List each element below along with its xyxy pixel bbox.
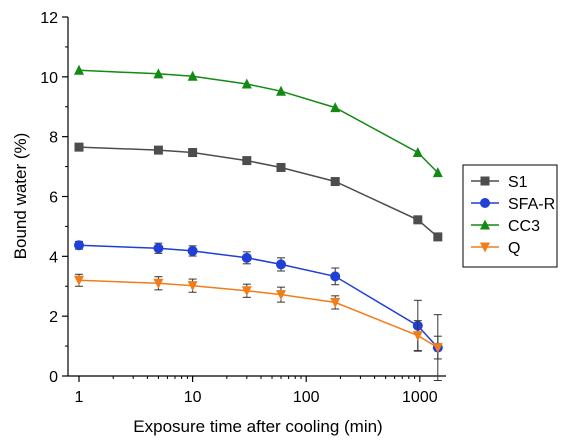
data-point — [153, 243, 164, 254]
x-axis: 1 10 100 1000 — [75, 376, 438, 406]
series-layer — [74, 64, 443, 381]
y-tick-label: 8 — [49, 130, 58, 147]
plot-area — [67, 17, 446, 377]
data-point — [241, 286, 252, 297]
data-point — [74, 275, 85, 286]
legend-label: S1 — [508, 174, 528, 191]
data-point — [433, 232, 443, 242]
series-q — [74, 273, 443, 360]
data-point — [276, 162, 286, 172]
data-point — [330, 177, 340, 187]
y-axis-title: Bound water (%) — [11, 133, 30, 260]
data-point — [242, 156, 252, 166]
data-point — [330, 102, 341, 113]
data-point — [74, 64, 85, 75]
legend-label: SFA-R — [508, 196, 555, 213]
data-point — [153, 278, 164, 289]
x-tick-label: 1 — [75, 389, 84, 406]
y-tick-label: 2 — [49, 309, 58, 326]
y-tick-label: 6 — [49, 190, 58, 207]
legend: S1 SFA-R CC3 Q — [462, 164, 558, 268]
data-point — [187, 70, 198, 81]
data-point — [432, 343, 443, 354]
series-line — [78, 279, 439, 349]
series-sfa-r — [74, 240, 443, 381]
legend-label: Q — [508, 240, 520, 257]
data-point — [412, 331, 423, 342]
legend-box — [462, 164, 558, 268]
series-line — [78, 69, 439, 174]
data-point — [153, 145, 163, 155]
legend-marker — [480, 242, 490, 253]
legend-marker — [480, 219, 490, 230]
data-point — [413, 215, 423, 225]
data-point — [330, 297, 341, 308]
data-point — [187, 281, 198, 292]
data-point — [330, 271, 341, 282]
data-point — [188, 148, 198, 158]
series-cc3 — [74, 64, 443, 178]
data-point — [432, 167, 443, 178]
data-point — [74, 142, 84, 152]
y-tick-label: 10 — [40, 70, 58, 87]
legend-marker — [480, 176, 490, 186]
x-tick-label: 10 — [184, 389, 202, 406]
series-line — [78, 244, 439, 349]
legend-marker — [480, 198, 490, 208]
data-point — [276, 259, 287, 270]
legend-item-sfa-r: SFA-R — [471, 196, 555, 213]
data-point — [187, 245, 198, 256]
x-tick-label: 100 — [293, 389, 320, 406]
legend-label: CC3 — [508, 218, 540, 235]
y-tick-label: 0 — [49, 369, 58, 386]
y-axis: 0 2 4 6 8 10 12 — [40, 10, 68, 386]
y-tick-label: 12 — [40, 10, 58, 27]
data-point — [276, 290, 287, 301]
x-tick-label: 1000 — [402, 389, 438, 406]
data-point — [153, 68, 164, 79]
data-point — [241, 252, 252, 263]
data-point — [241, 78, 252, 89]
y-tick-label: 4 — [49, 249, 58, 266]
data-point — [74, 240, 85, 251]
series-line — [78, 146, 439, 238]
legend-item-cc3: CC3 — [471, 218, 540, 235]
series-s1 — [74, 142, 443, 242]
legend-item-s1: S1 — [471, 174, 528, 191]
legend-item-q: Q — [471, 240, 520, 257]
data-point — [276, 85, 287, 96]
data-point — [412, 147, 423, 158]
x-axis-title: Exposure time after cooling (min) — [133, 417, 382, 436]
